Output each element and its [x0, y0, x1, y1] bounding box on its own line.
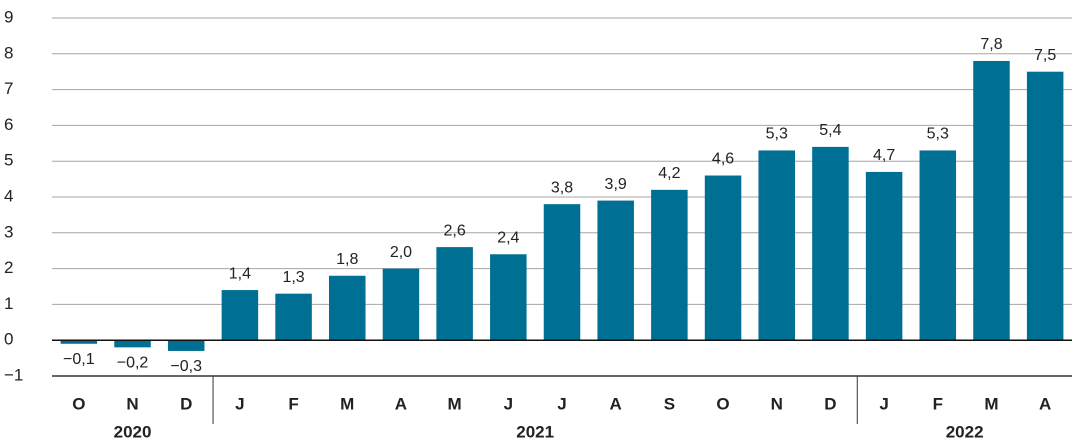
- data-label: 1,3: [282, 269, 304, 286]
- data-label: 2,0: [390, 244, 412, 261]
- y-tick-label: 0: [4, 330, 13, 349]
- y-tick-label: 8: [4, 43, 13, 62]
- y-tick-label: −1: [4, 365, 23, 384]
- y-tick-label: 3: [4, 222, 13, 241]
- bar: [651, 189, 688, 341]
- data-label: 1,8: [336, 251, 358, 268]
- data-label: 7,5: [1034, 47, 1056, 64]
- x-tick-label: M: [984, 394, 998, 413]
- x-tick-label: M: [448, 394, 462, 413]
- y-tick-label: 1: [4, 294, 13, 313]
- bar: [973, 60, 1010, 341]
- bar: [167, 340, 205, 351]
- bar: [329, 275, 366, 341]
- data-label: 4,7: [873, 147, 895, 164]
- x-tick-label: A: [395, 394, 407, 413]
- bar: [490, 254, 527, 341]
- y-tick-label: 7: [4, 79, 13, 98]
- group-label: 2021: [516, 422, 554, 441]
- bar: [758, 150, 795, 341]
- x-tick-label: F: [288, 394, 298, 413]
- data-label: 1,4: [229, 265, 251, 282]
- bar: [114, 340, 151, 348]
- bar: [543, 204, 581, 341]
- data-label: 4,6: [712, 151, 734, 168]
- x-tick-label: J: [504, 394, 513, 413]
- x-tick-label: D: [824, 394, 836, 413]
- bar: [919, 150, 957, 341]
- data-label: 3,9: [605, 176, 627, 193]
- group-label: 2020: [114, 422, 152, 441]
- group-label: 2022: [946, 422, 984, 441]
- bar: [275, 293, 312, 341]
- bar: [436, 247, 473, 341]
- x-tick-label: J: [557, 394, 566, 413]
- x-tick-label: O: [716, 394, 729, 413]
- x-tick-label: M: [340, 394, 354, 413]
- y-tick-label: 4: [4, 186, 13, 205]
- bar: [597, 200, 634, 341]
- y-tick-label: 6: [4, 115, 13, 134]
- x-tick-label: N: [126, 394, 138, 413]
- bar: [382, 268, 420, 341]
- data-label: −0,3: [170, 358, 202, 375]
- bar: [812, 146, 849, 341]
- data-label: 4,2: [658, 165, 680, 182]
- x-tick-label: J: [879, 394, 888, 413]
- bar: [221, 290, 259, 341]
- data-label: 5,3: [766, 126, 788, 143]
- bar: [704, 175, 742, 341]
- data-label: 7,8: [980, 36, 1002, 53]
- y-tick-label: 2: [4, 258, 13, 277]
- y-tick-label: 9: [4, 7, 13, 26]
- x-tick-label: A: [1039, 394, 1051, 413]
- y-tick-label: 5: [4, 151, 13, 170]
- x-tick-label: F: [933, 394, 943, 413]
- data-label: −0,2: [117, 355, 149, 372]
- data-label: 5,4: [819, 122, 841, 139]
- x-tick-label: J: [235, 394, 244, 413]
- data-label: −0,1: [63, 351, 95, 368]
- data-label: 2,6: [444, 222, 466, 239]
- data-label: 2,4: [497, 229, 519, 246]
- x-tick-label: S: [664, 394, 675, 413]
- bar: [865, 171, 903, 341]
- bar: [1026, 71, 1064, 341]
- x-tick-label: D: [180, 394, 192, 413]
- x-tick-label: A: [610, 394, 622, 413]
- data-label: 5,3: [927, 126, 949, 143]
- x-tick-label: N: [771, 394, 783, 413]
- bar: [60, 340, 98, 344]
- x-tick-label: O: [72, 394, 85, 413]
- data-label: 3,8: [551, 179, 573, 196]
